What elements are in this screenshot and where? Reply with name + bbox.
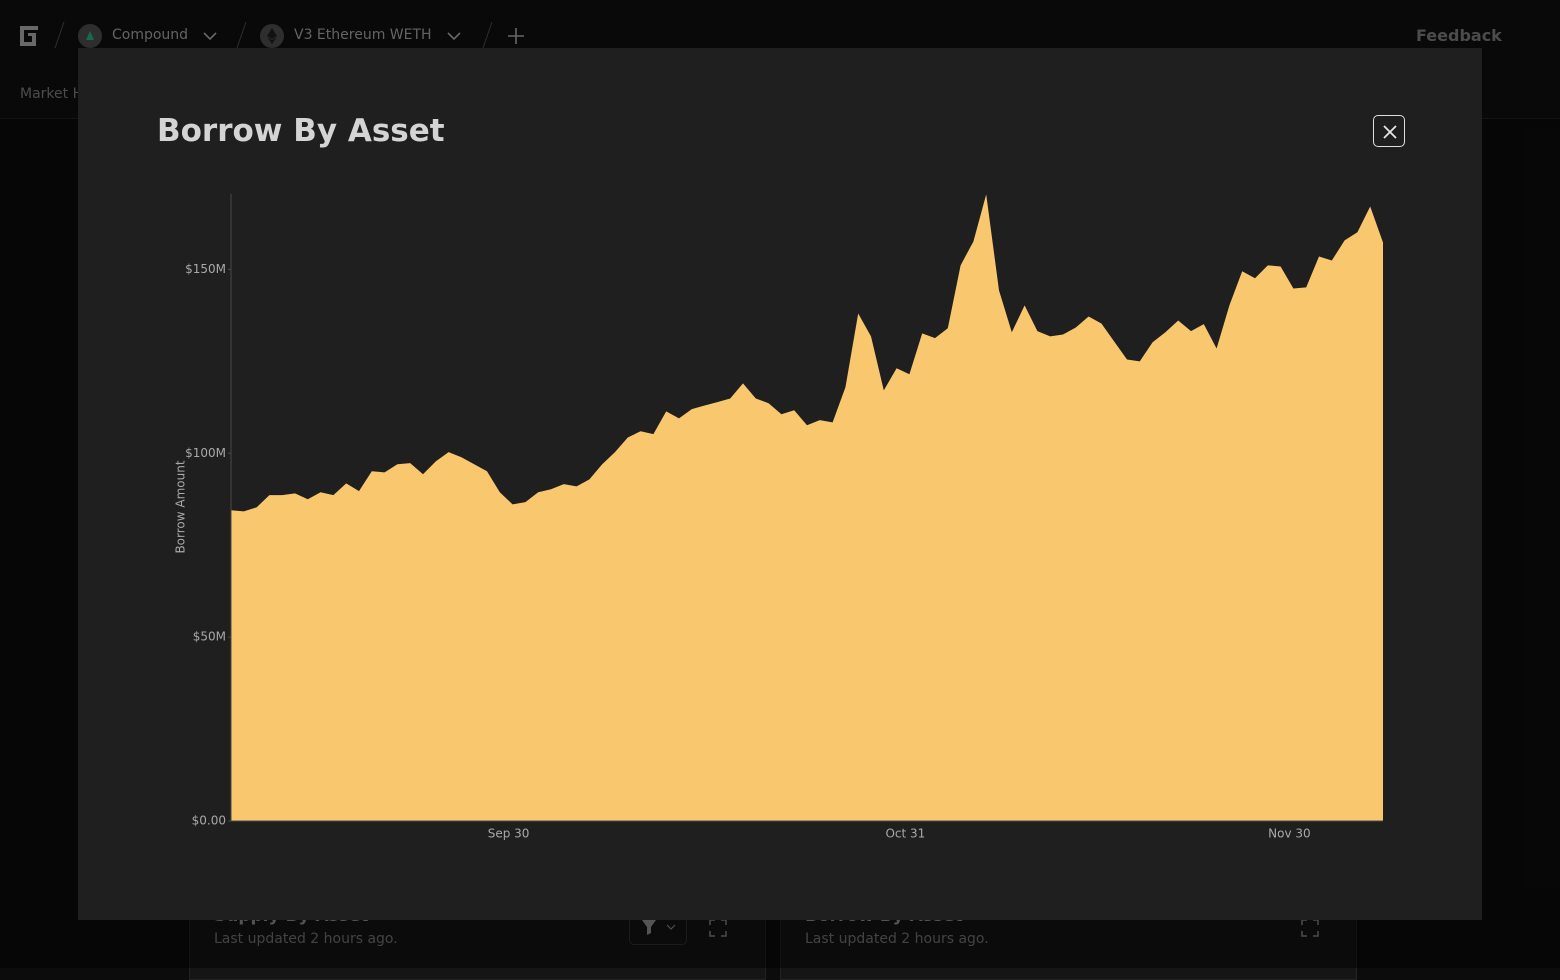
- modal-title: Borrow By Asset: [157, 113, 445, 149]
- tab[interactable]: Market H: [20, 86, 84, 102]
- close-button[interactable]: [1373, 115, 1405, 147]
- separator: [482, 21, 493, 49]
- y-tick-label: $100M: [185, 446, 226, 460]
- area: [231, 194, 1383, 821]
- expand-button[interactable]: [1301, 919, 1319, 937]
- separator: [54, 21, 65, 49]
- y-axis-label: Borrow Amount: [174, 460, 188, 553]
- x-tick-label: Oct 31: [885, 827, 925, 841]
- feedback-link[interactable]: Feedback: [1416, 26, 1502, 45]
- protocol-icon: [78, 24, 102, 48]
- y-tick-label: $0.00: [192, 814, 226, 828]
- x-tick-label: Sep 30: [488, 827, 530, 841]
- chevron[interactable]: [202, 30, 218, 42]
- x-tick-label: Nov 30: [1268, 827, 1311, 841]
- protocol-name[interactable]: Compound: [112, 27, 189, 43]
- card-subtitle: Last updated 2 hours ago.: [214, 931, 398, 947]
- separator: [236, 21, 247, 49]
- market-icon: [260, 24, 284, 48]
- y-tick-label: $50M: [193, 630, 226, 644]
- market-name[interactable]: V3 Ethereum WETH: [294, 27, 432, 43]
- logo[interactable]: [18, 24, 42, 48]
- card-subtitle: Last updated 2 hours ago.: [805, 931, 989, 947]
- chevron[interactable]: [446, 30, 462, 42]
- add-button[interactable]: [506, 26, 526, 46]
- close-icon: [1383, 125, 1397, 139]
- y-tick-label: $150M: [185, 262, 226, 276]
- expand-button[interactable]: [709, 919, 727, 937]
